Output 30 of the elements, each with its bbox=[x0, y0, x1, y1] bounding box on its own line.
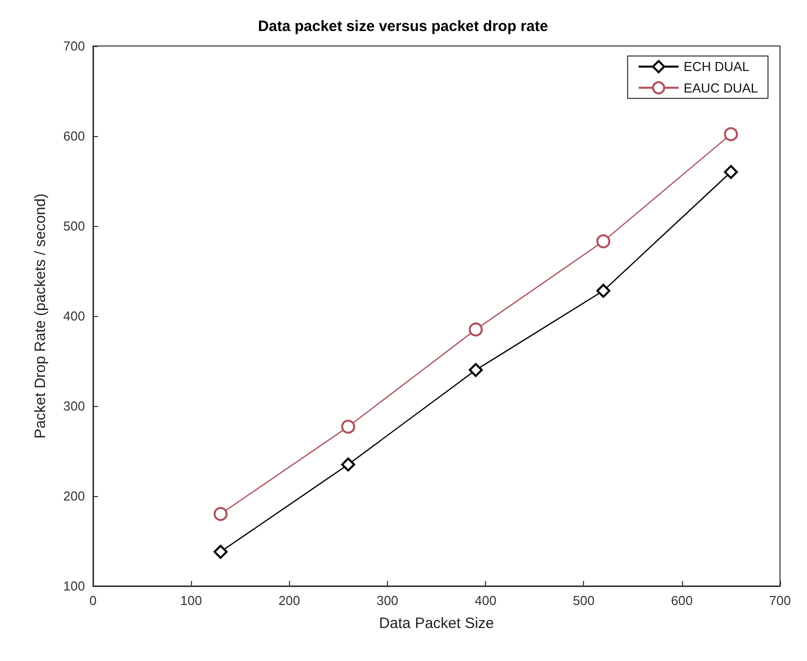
point bbox=[468, 363, 483, 377]
point bbox=[214, 544, 228, 559]
x-tick-label: 100 bbox=[180, 593, 202, 608]
x-tick-label: 0 bbox=[89, 593, 97, 608]
y-tick-label: 500 bbox=[63, 218, 85, 234]
y-tick-label: 600 bbox=[63, 128, 85, 144]
x-tick-label: 200 bbox=[278, 593, 300, 608]
x-tick-label: 600 bbox=[671, 593, 693, 608]
point bbox=[341, 458, 356, 472]
x-tick-label: 500 bbox=[572, 593, 595, 608]
point bbox=[724, 127, 738, 142]
legend-label: ECH DUAL bbox=[684, 59, 750, 74]
y-tick-label: 400 bbox=[63, 308, 85, 324]
point bbox=[468, 322, 483, 336]
y-tick-label: 300 bbox=[63, 398, 85, 414]
legend-label: EAUC DUAL bbox=[684, 80, 758, 96]
x-tick-label: 400 bbox=[474, 593, 496, 608]
x-tick-label: 700 bbox=[769, 593, 791, 608]
y-tick-label: 100 bbox=[63, 578, 85, 594]
point bbox=[596, 234, 610, 248]
point bbox=[341, 420, 356, 434]
point bbox=[214, 507, 228, 521]
x-tick-label: 300 bbox=[376, 593, 398, 608]
point bbox=[596, 284, 610, 298]
point bbox=[724, 165, 738, 179]
y-tick-label: 700 bbox=[63, 38, 85, 54]
chart-title: Data packet size versus packet drop rate bbox=[258, 18, 548, 35]
y-tick-label: 200 bbox=[63, 488, 85, 504]
y-axis-title: Packet Drop Rate (packets / second) bbox=[32, 193, 49, 439]
x-axis-title: Data Packet Size bbox=[378, 615, 494, 632]
